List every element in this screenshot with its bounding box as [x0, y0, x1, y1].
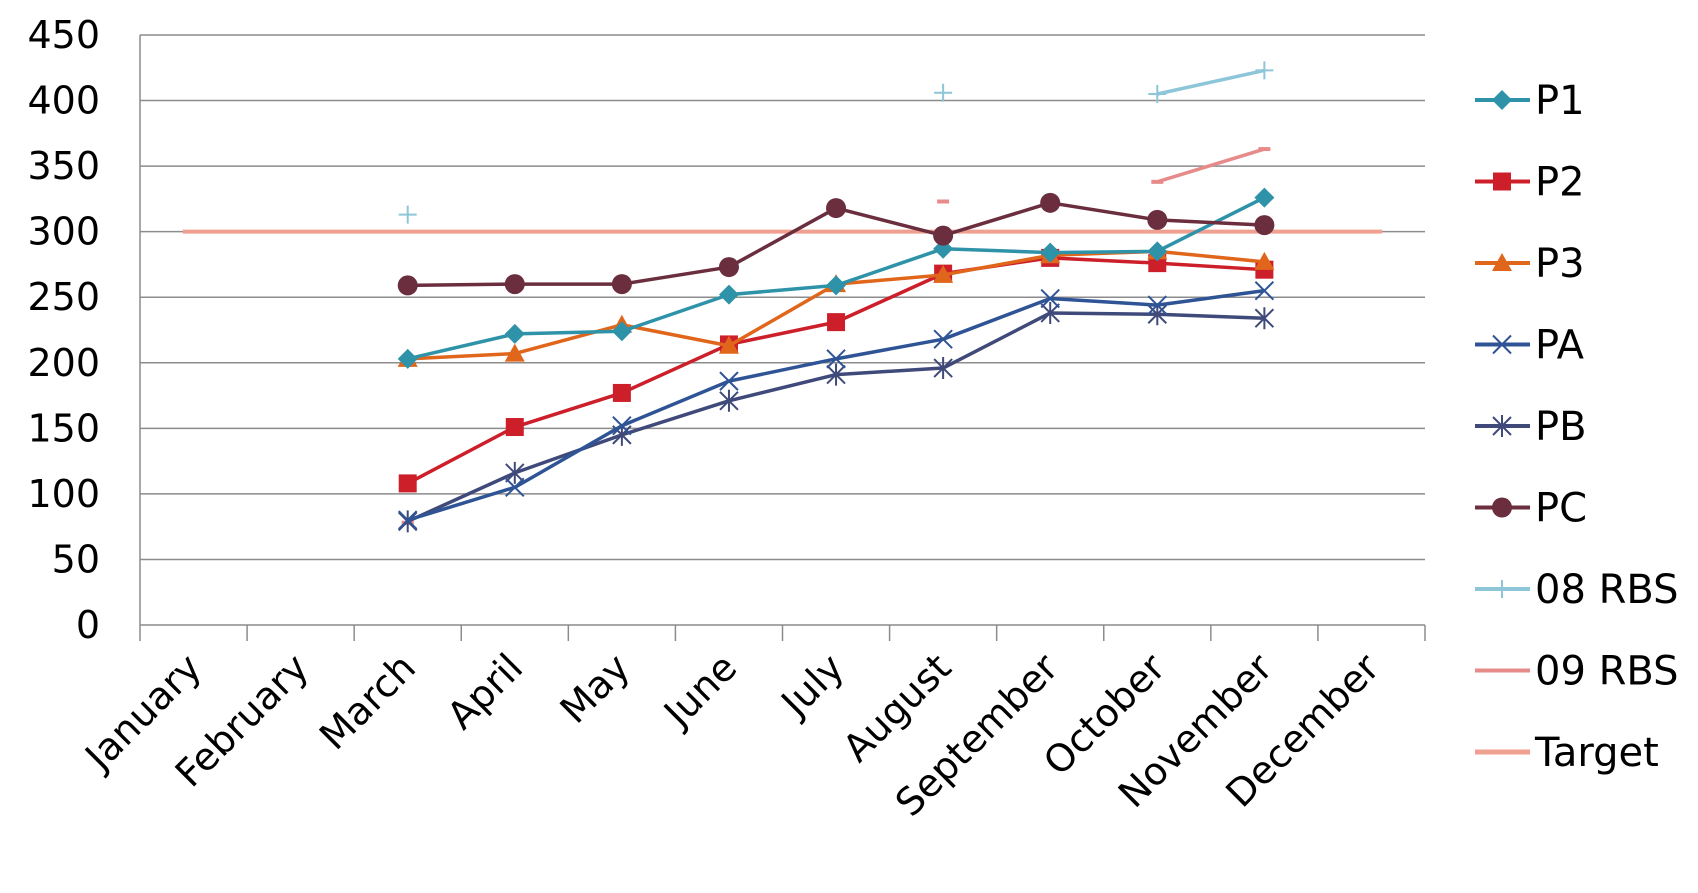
legend-entry-target: Target	[1475, 730, 1659, 776]
series-pc	[397, 192, 1275, 296]
series-pb	[398, 301, 1275, 533]
legend-entry-09-rbs: 09 RBS	[1475, 649, 1679, 695]
legend-swatch-marker	[1493, 580, 1511, 598]
y-tick-label-350: 350	[27, 144, 100, 188]
point-pc-march	[397, 275, 418, 296]
y-tick-label-250: 250	[27, 275, 100, 319]
point-p3-august	[933, 264, 954, 283]
point-pc-july	[826, 198, 847, 219]
legend-entry-08-rbs: 08 RBS	[1475, 567, 1679, 613]
series-lines	[182, 61, 1383, 533]
point-p2-april	[505, 418, 524, 437]
point-pa-july	[826, 349, 846, 369]
point-pb-july	[826, 363, 846, 386]
legend-label: PA	[1535, 323, 1585, 369]
y-tick-label-50: 50	[52, 537, 100, 581]
point-p1-october	[1147, 241, 1168, 262]
y-tick-label-200: 200	[27, 341, 100, 385]
series-pa	[398, 280, 1275, 530]
point-pa-september	[1040, 288, 1060, 309]
point-pc-may	[611, 274, 632, 295]
point-p1-march	[397, 348, 418, 369]
legend-swatch-marker	[1492, 415, 1512, 437]
point-pb-october	[1147, 303, 1167, 326]
legend-entry-pc: PC	[1475, 486, 1587, 532]
legend-label: P3	[1535, 241, 1585, 287]
point-pa-june	[719, 371, 739, 391]
gridlines	[140, 34, 1425, 561]
y-tick-label-0: 0	[76, 603, 100, 647]
legend-label: PB	[1535, 404, 1587, 450]
point-pb-august	[933, 357, 953, 380]
x-tick-label-june: June	[654, 645, 745, 736]
y-axis-tick-labels: 0 50 100 150 200 250 300 350 400 450	[27, 13, 100, 647]
legend-entry-pb: PB	[1475, 404, 1587, 450]
legend-label: Target	[1534, 730, 1659, 776]
y-tick-label-450: 450	[27, 13, 100, 57]
point-pa-august	[933, 329, 953, 349]
point-08-rbs-october	[1148, 85, 1167, 103]
x-tick-label-may: May	[552, 645, 639, 732]
axes	[139, 35, 1426, 641]
legend-entry-p3: P3	[1475, 241, 1585, 287]
point-p1-june	[718, 284, 739, 305]
x-tick-label-july: July	[772, 645, 853, 726]
point-p1-july	[826, 275, 847, 296]
legend-swatch-marker	[1492, 334, 1512, 355]
y-tick-label-400: 400	[27, 79, 100, 123]
legend: P1 P2 P3 PA PB PC 08 RBS 09 RBS Target	[1475, 78, 1679, 776]
y-tick-label-150: 150	[27, 406, 100, 450]
point-pb-november	[1254, 307, 1275, 330]
point-p1-april	[504, 323, 525, 344]
point-p1-november	[1254, 187, 1275, 208]
point-p3-april	[504, 343, 525, 362]
point-pc-august	[933, 225, 954, 246]
point-pa-october	[1147, 295, 1167, 315]
point-pb-september	[1040, 301, 1060, 324]
point-pc-april	[504, 274, 525, 295]
point-p2-july	[827, 313, 846, 332]
point-pa-march	[398, 510, 418, 530]
series-line-pb	[406, 311, 1265, 524]
point-pa-november	[1254, 280, 1275, 301]
point-08-rbs-august	[934, 83, 953, 102]
point-08-rbs-november	[1255, 61, 1274, 80]
legend-label: 09 RBS	[1535, 649, 1679, 695]
legend-swatch-marker	[1492, 253, 1512, 271]
series-08-rbs	[398, 61, 1274, 224]
legend-swatch-marker	[1492, 90, 1512, 110]
point-p2-may	[612, 383, 631, 402]
legend-swatch-marker	[1492, 497, 1512, 518]
series-line-09-rbs	[1156, 147, 1265, 184]
x-tick-label-april: April	[439, 645, 532, 738]
series-line-08-rbs	[1156, 68, 1265, 96]
y-tick-label-300: 300	[27, 210, 100, 254]
point-pc-september	[1040, 192, 1061, 213]
point-p2-march	[398, 474, 417, 493]
point-p3-november	[1254, 251, 1275, 270]
legend-swatch-marker	[1493, 172, 1511, 191]
point-p1-september	[1040, 242, 1061, 263]
legend-entry-pa: PA	[1475, 323, 1585, 369]
legend-label: P2	[1535, 160, 1585, 206]
point-pc-november	[1254, 215, 1275, 236]
point-08-rbs-march	[398, 205, 417, 224]
legend-label: P1	[1535, 78, 1585, 124]
legend-label: 08 RBS	[1535, 567, 1679, 613]
point-p3-june	[718, 335, 739, 354]
point-pc-october	[1147, 209, 1168, 230]
point-pb-june	[719, 389, 739, 412]
legend-entry-p1: P1	[1475, 78, 1585, 124]
x-tick-label-march: March	[311, 645, 424, 758]
legend-label: PC	[1535, 486, 1587, 532]
legend-entry-p2: P2	[1475, 160, 1585, 206]
point-pa-may	[612, 416, 632, 436]
point-p1-may	[611, 321, 632, 342]
point-pb-april	[505, 461, 525, 484]
point-pc-june	[718, 257, 739, 278]
point-pa-april	[505, 477, 525, 498]
y-tick-label-100: 100	[27, 472, 100, 516]
